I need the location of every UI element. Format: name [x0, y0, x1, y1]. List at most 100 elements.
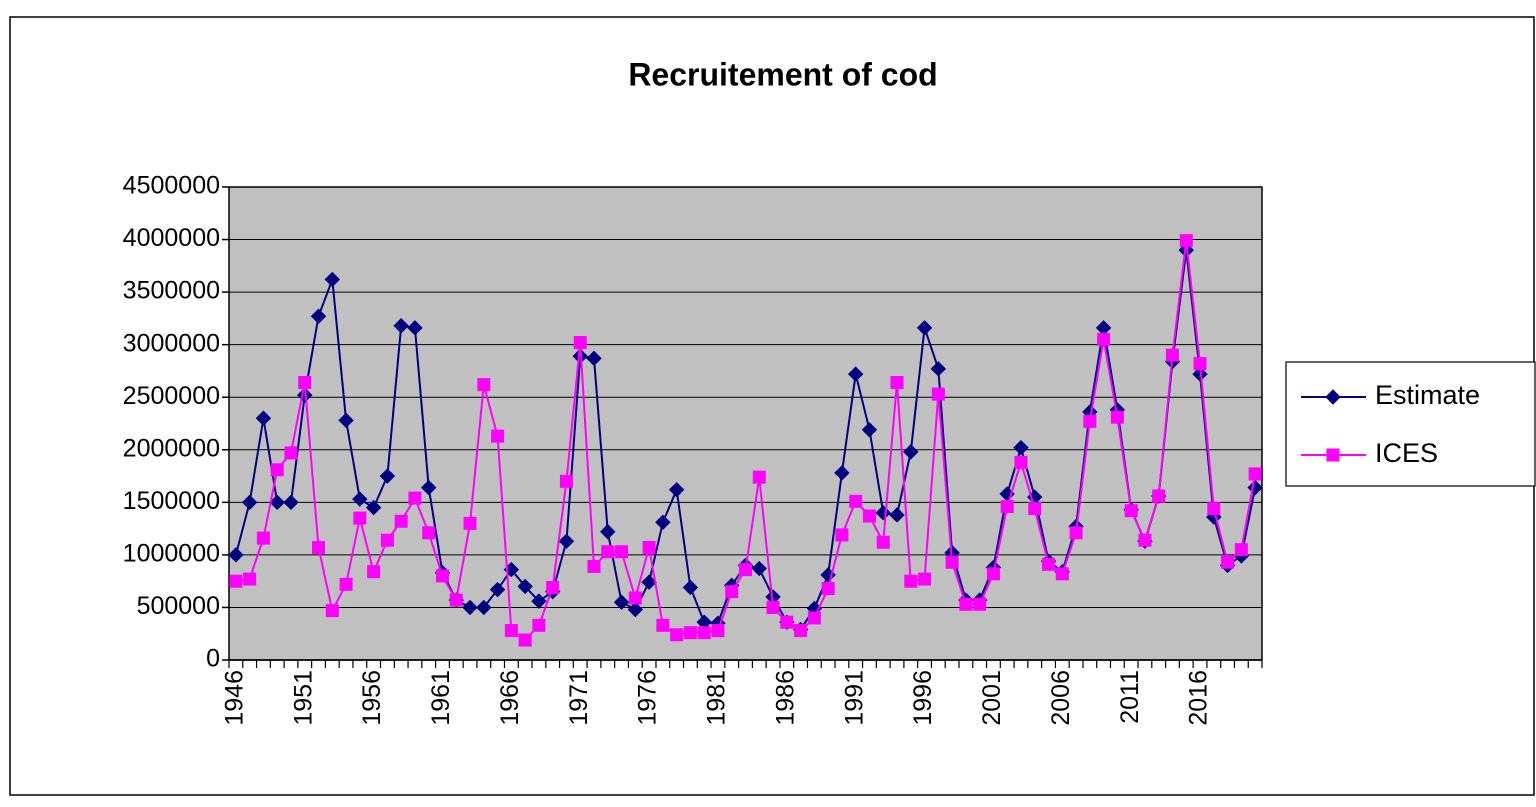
- data-point: [283, 494, 299, 511]
- data-point: [298, 376, 312, 390]
- data-point: [613, 594, 630, 610]
- data-point: [325, 604, 339, 618]
- data-point: [766, 600, 780, 614]
- data-point: [310, 308, 327, 324]
- data-point: [697, 626, 711, 640]
- legend-box: [1285, 361, 1536, 487]
- chart-title: Recruitement of cod: [628, 56, 937, 92]
- x-tick-label: 2011: [1116, 670, 1144, 724]
- data-point: [682, 579, 699, 596]
- legend-marker: [1326, 448, 1340, 462]
- data-point: [1207, 502, 1221, 516]
- data-point: [1097, 332, 1111, 346]
- data-point: [256, 531, 270, 545]
- data-point: [229, 574, 243, 588]
- data-point: [1083, 414, 1097, 428]
- data-point: [1000, 500, 1014, 514]
- data-point: [284, 446, 298, 460]
- data-point: [339, 577, 353, 591]
- data-point: [655, 514, 671, 531]
- data-point: [1042, 557, 1056, 571]
- data-point: [807, 611, 821, 625]
- data-point: [627, 601, 644, 618]
- data-point: [489, 581, 506, 598]
- data-point: [462, 599, 478, 616]
- data-point: [477, 378, 491, 392]
- data-point: [780, 615, 794, 629]
- data-point: [1152, 489, 1166, 503]
- data-point: [1165, 348, 1179, 362]
- x-tick-label: 1986: [771, 670, 799, 726]
- data-point: [904, 574, 918, 588]
- data-point: [367, 565, 381, 579]
- data-point: [379, 468, 396, 484]
- data-point: [903, 444, 919, 460]
- data-point: [228, 547, 244, 563]
- y-tick-label: 1000000: [123, 539, 220, 567]
- legend-label: ICES: [1375, 438, 1438, 468]
- data-point: [559, 474, 573, 488]
- data-point: [890, 376, 904, 390]
- data-point: [241, 494, 258, 511]
- data-point: [353, 511, 367, 525]
- x-tick-label: 1946: [220, 670, 248, 726]
- y-tick-label: 3500000: [123, 277, 220, 305]
- data-point: [668, 482, 685, 498]
- x-tick-label: 2006: [1047, 670, 1075, 726]
- data-point: [270, 463, 284, 477]
- y-tick-label: 2000000: [123, 434, 220, 462]
- data-point: [656, 618, 670, 632]
- data-point: [1013, 439, 1029, 456]
- data-point: [518, 633, 532, 647]
- data-point: [435, 569, 449, 583]
- x-tick-label: 1956: [358, 670, 386, 726]
- data-point: [889, 507, 905, 523]
- data-point: [739, 563, 752, 577]
- data-point: [393, 318, 409, 334]
- data-point: [834, 465, 850, 481]
- data-point: [847, 366, 864, 382]
- data-point: [601, 545, 615, 559]
- data-point: [683, 626, 697, 640]
- data-point: [531, 593, 547, 609]
- data-point: [365, 499, 382, 516]
- data-point: [1221, 555, 1235, 569]
- y-tick-label: 4500000: [123, 172, 220, 200]
- y-tick-label: 4000000: [123, 224, 220, 252]
- data-point: [861, 422, 878, 438]
- y-tick-label: 3000000: [123, 329, 220, 357]
- data-point: [1193, 357, 1207, 371]
- data-point: [1124, 504, 1138, 518]
- data-point: [558, 533, 575, 549]
- data-point: [1179, 234, 1193, 248]
- data-point: [862, 509, 876, 523]
- data-point: [573, 336, 587, 350]
- x-tick-label: 1971: [565, 670, 593, 726]
- data-point: [876, 535, 890, 549]
- data-point: [930, 361, 947, 377]
- data-point: [931, 387, 945, 401]
- data-point: [916, 320, 933, 336]
- data-point: [821, 582, 835, 596]
- data-point: [1069, 526, 1083, 540]
- data-point: [628, 591, 642, 605]
- y-tick-label: 2500000: [123, 382, 220, 410]
- data-point: [1014, 455, 1028, 469]
- legend-marker: [1325, 389, 1341, 405]
- data-point: [670, 628, 684, 642]
- data-point: [835, 528, 849, 542]
- data-point: [421, 479, 437, 496]
- data-point: [794, 624, 808, 638]
- data-point: [352, 491, 368, 507]
- data-point: [1028, 502, 1042, 516]
- data-point: [642, 541, 656, 555]
- data-point: [615, 545, 629, 559]
- data-point: [491, 429, 505, 443]
- data-point: [587, 559, 601, 573]
- data-point: [407, 320, 423, 336]
- x-tick-label: 1996: [909, 670, 937, 726]
- data-point: [1055, 567, 1069, 581]
- data-point: [546, 580, 560, 594]
